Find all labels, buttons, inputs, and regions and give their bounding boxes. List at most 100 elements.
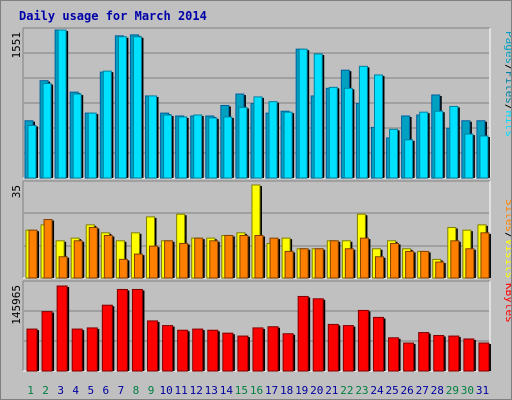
- bar-hits-day-9: [148, 95, 158, 179]
- x-tick-day-28: 28: [431, 384, 444, 397]
- bar-sites-day-18: [284, 250, 294, 279]
- bar-sites-day-15: [239, 234, 249, 279]
- bar-hits-day-12: [193, 114, 203, 179]
- x-tick-day-17: 17: [265, 384, 278, 397]
- x-tick-day-10: 10: [159, 384, 172, 397]
- bar-kbytes-day-30: [463, 338, 475, 372]
- x-tick-day-4: 4: [72, 384, 79, 397]
- bar-kbytes-day-31: [478, 342, 490, 372]
- x-tick-day-2: 2: [42, 384, 49, 397]
- bar-kbytes-day-24: [372, 316, 384, 372]
- bar-sites-day-13: [209, 240, 219, 279]
- bar-kbytes-day-4: [71, 328, 83, 372]
- panel-1-max-label: 1551: [10, 32, 23, 59]
- bar-kbytes-day-5: [86, 327, 98, 372]
- bar-kbytes-day-21: [327, 323, 339, 372]
- bar-sites-day-29: [450, 240, 460, 279]
- bar-sites-day-27: [420, 250, 430, 279]
- bar-sites-day-11: [179, 242, 189, 279]
- bar-kbytes-day-12: [192, 328, 204, 372]
- x-tick-day-18: 18: [280, 384, 293, 397]
- x-tick-day-3: 3: [57, 384, 64, 397]
- x-tick-day-14: 14: [220, 384, 234, 397]
- bar-hits-day-7: [117, 36, 127, 179]
- x-tick-day-13: 13: [205, 384, 218, 397]
- bar-kbytes-day-9: [147, 320, 159, 372]
- bar-hits-day-31: [479, 135, 489, 179]
- bar-sites-day-9: [149, 245, 159, 279]
- bar-hits-day-8: [132, 36, 142, 179]
- x-tick-day-22: 22: [340, 384, 353, 397]
- x-tick-day-5: 5: [87, 384, 94, 397]
- bar-sites-day-25: [390, 242, 400, 279]
- legend-files: Files: [503, 71, 511, 104]
- legend-kbytes: KBytes: [503, 283, 511, 323]
- bar-kbytes-day-8: [131, 288, 143, 372]
- x-tick-day-16: 16: [250, 384, 263, 397]
- x-tick-day-1: 1: [27, 384, 34, 397]
- bar-kbytes-day-22: [342, 325, 354, 372]
- bar-kbytes-day-13: [207, 329, 219, 372]
- x-tick-day-20: 20: [310, 384, 323, 397]
- bar-kbytes-day-2: [41, 311, 53, 372]
- bar-sites-day-21: [329, 240, 339, 279]
- bar-hits-day-30: [464, 133, 474, 179]
- x-tick-day-11: 11: [175, 384, 188, 397]
- bar-hits-day-26: [404, 139, 414, 179]
- bar-hits-day-1: [27, 125, 37, 179]
- bar-hits-day-11: [178, 116, 188, 179]
- x-tick-day-15: 15: [235, 384, 248, 397]
- bar-kbytes-day-18: [282, 333, 294, 372]
- bar-hits-day-2: [42, 83, 52, 179]
- bar-kbytes-day-15: [237, 335, 249, 372]
- bar-sites-day-12: [194, 237, 204, 279]
- bar-sites-day-24: [374, 256, 384, 279]
- bar-sites-day-20: [314, 248, 324, 279]
- bar-sites-day-19: [299, 248, 309, 279]
- bar-sites-day-6: [103, 234, 113, 279]
- bar-sites-day-2: [43, 219, 53, 279]
- bar-kbytes-day-7: [116, 288, 128, 372]
- x-tick-day-6: 6: [103, 384, 110, 397]
- chart-title: Daily usage for March 2014: [19, 9, 207, 23]
- bar-sites-day-30: [465, 248, 475, 279]
- bar-kbytes-day-10: [162, 325, 174, 372]
- bar-kbytes-day-27: [418, 332, 430, 372]
- legend-sites: Sites: [503, 199, 511, 232]
- bar-sites-day-23: [359, 237, 369, 279]
- bar-kbytes-day-28: [433, 334, 445, 372]
- bar-hits-day-27: [419, 111, 429, 179]
- legend-sites-visits: Sites/Visits: [503, 199, 511, 279]
- x-tick-day-30: 30: [461, 384, 474, 397]
- bar-hits-day-3: [57, 29, 67, 179]
- bar-kbytes-day-26: [403, 342, 415, 372]
- bar-sites-day-10: [164, 240, 174, 279]
- bar-hits-day-10: [163, 114, 173, 179]
- bar-sites-day-8: [133, 253, 143, 279]
- legend-pages-files-hits: Pages/Files/Hits: [503, 31, 511, 137]
- bar-hits-day-13: [208, 117, 218, 179]
- bar-kbytes-day-3: [56, 285, 68, 372]
- bar-hits-day-24: [373, 74, 383, 179]
- bar-sites-day-5: [88, 227, 98, 279]
- bar-hits-day-23: [358, 65, 368, 179]
- bar-kbytes-day-17: [267, 326, 279, 372]
- bar-kbytes-day-6: [101, 304, 113, 372]
- bar-hits-day-20: [313, 53, 323, 179]
- x-tick-day-29: 29: [446, 384, 459, 397]
- x-tick-day-23: 23: [355, 384, 368, 397]
- bar-sites-day-22: [344, 248, 354, 279]
- x-tick-day-31: 31: [476, 384, 489, 397]
- x-tick-day-26: 26: [401, 384, 414, 397]
- bar-sites-day-17: [269, 237, 279, 279]
- legend-hits: Hits: [503, 111, 511, 138]
- bar-sites-day-4: [73, 240, 83, 279]
- bar-kbytes-day-11: [177, 329, 189, 372]
- bar-sites-day-28: [435, 261, 445, 279]
- bar-hits-day-4: [72, 93, 82, 179]
- bar-hits-day-28: [434, 110, 444, 179]
- bar-kbytes-day-25: [388, 337, 400, 372]
- bar-hits-day-21: [328, 86, 338, 179]
- x-tick-day-25: 25: [385, 384, 398, 397]
